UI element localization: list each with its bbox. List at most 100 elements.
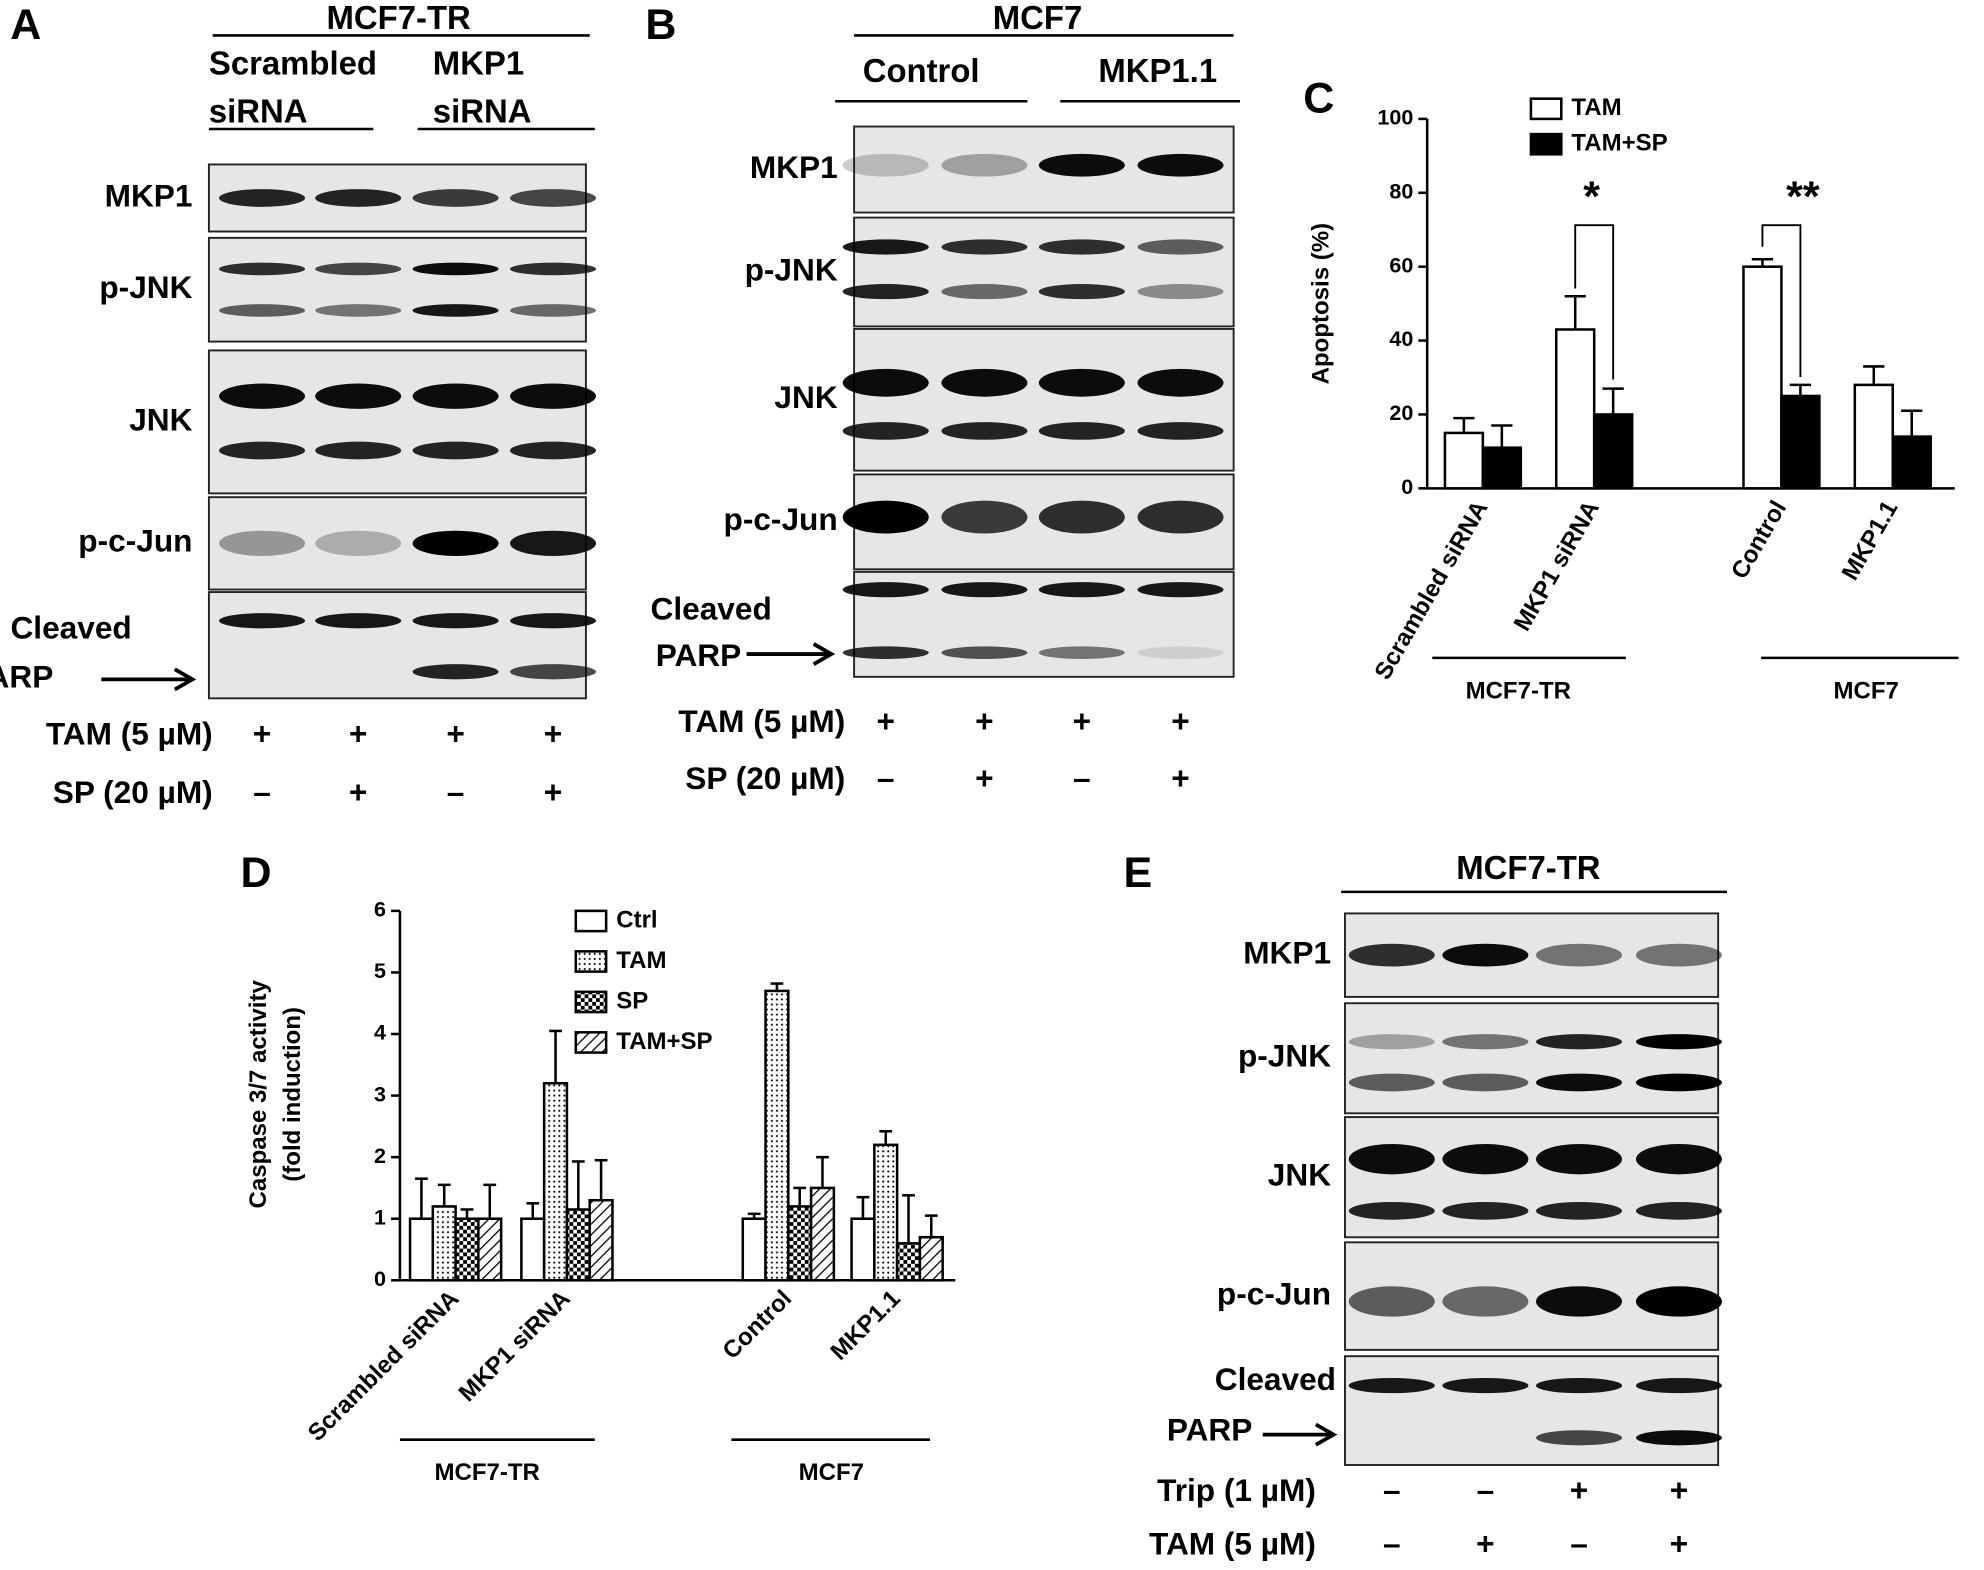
band [1348, 1073, 1435, 1092]
band [1442, 1073, 1529, 1092]
row-label: Cleaved [1215, 1361, 1336, 1397]
band [1635, 1430, 1722, 1446]
band [1535, 1143, 1623, 1175]
bar [1742, 265, 1783, 490]
group-label: MCF7-TR [1456, 849, 1601, 886]
band [1442, 1034, 1529, 1050]
band [842, 239, 929, 255]
treatment-sign: + [349, 774, 367, 810]
band [1348, 1143, 1435, 1175]
blot [207, 349, 587, 495]
y-tick-label: 4 [374, 1021, 386, 1045]
band [1038, 422, 1125, 440]
band [1535, 1201, 1623, 1220]
treatment-sign: + [1171, 760, 1189, 796]
y-axis-label: (fold induction) [279, 1007, 306, 1182]
row-label: p-JNK [745, 251, 838, 287]
panel-letter: C [1303, 75, 1334, 123]
band [1137, 239, 1224, 255]
band [219, 530, 306, 557]
band [941, 582, 1028, 598]
band [1635, 1073, 1722, 1092]
treatment-sign: – [253, 774, 271, 810]
bar [431, 1205, 457, 1282]
group-label: MCF7 [1834, 677, 1899, 704]
band [1442, 1143, 1529, 1175]
legend-swatch [574, 1031, 608, 1054]
panel-letter: A [10, 1, 41, 49]
band [1038, 500, 1125, 534]
band [1038, 239, 1125, 255]
band [1635, 943, 1722, 967]
row-label: JNK [774, 379, 837, 415]
band [1535, 1073, 1623, 1092]
band [1535, 1034, 1623, 1050]
band [842, 422, 929, 440]
band [842, 500, 929, 534]
row-label: p-JNK [1238, 1038, 1331, 1074]
band [1442, 943, 1529, 967]
row-label: MKP1 [1243, 935, 1331, 971]
treatment-sign: – [877, 760, 895, 796]
band [315, 189, 402, 207]
band [1442, 1201, 1529, 1220]
significance-bracket [1761, 224, 1802, 378]
bar [1481, 446, 1523, 490]
condition-label: Control [863, 52, 980, 89]
x-tick-label: MKP1.1 [825, 1285, 905, 1365]
band [1442, 1377, 1529, 1394]
treatment-sign: + [544, 716, 562, 752]
x-tick-label: Scrambled siRNA [303, 1285, 465, 1447]
band [1137, 153, 1224, 177]
row-label: Cleaved [651, 590, 772, 626]
bar [477, 1217, 503, 1282]
band [842, 283, 929, 300]
treatment-sign: + [544, 774, 562, 810]
x-tick-label: Scrambled siRNA [1369, 496, 1493, 684]
x-tick-label: MKP1 siRNA [1509, 496, 1605, 635]
band [842, 368, 929, 397]
band [315, 613, 402, 629]
bar [454, 1217, 480, 1282]
row-label: MKP1 [105, 177, 193, 213]
bar [1891, 435, 1932, 490]
y-tick-label: 20 [1389, 401, 1413, 425]
bar [542, 1082, 569, 1282]
treatment-label: TAM (5 µM) [46, 716, 213, 752]
blot [1344, 1355, 1720, 1466]
band [842, 153, 929, 177]
band [219, 304, 306, 317]
band [219, 262, 306, 276]
band [315, 383, 402, 409]
treatment-sign: – [1383, 1472, 1401, 1508]
arrow [1262, 1422, 1338, 1447]
treatment-label: SP (20 µM) [53, 774, 213, 810]
y-tick-label: 5 [374, 959, 386, 983]
band [1038, 153, 1125, 177]
blot [853, 216, 1235, 328]
condition-label: MKP1 [433, 44, 524, 81]
band [412, 189, 499, 207]
group-label: MCF7 [799, 1459, 864, 1486]
treatment-sign: + [876, 703, 894, 739]
band [219, 613, 306, 629]
bar [565, 1208, 591, 1282]
band [315, 441, 402, 460]
bar [1853, 383, 1895, 490]
y-tick-label: 80 [1389, 179, 1413, 203]
bar [918, 1235, 944, 1282]
band [941, 153, 1028, 177]
band [1535, 1377, 1623, 1394]
bar [850, 1217, 876, 1282]
panel-letter: E [1124, 849, 1153, 897]
arrow [746, 642, 836, 666]
bar [520, 1217, 546, 1282]
band [315, 262, 402, 276]
band [1137, 283, 1224, 300]
condition-label: siRNA [433, 93, 532, 130]
treatment-sign: – [1383, 1525, 1401, 1561]
band [1038, 368, 1125, 397]
bar [764, 989, 790, 1282]
band [1635, 1034, 1722, 1050]
